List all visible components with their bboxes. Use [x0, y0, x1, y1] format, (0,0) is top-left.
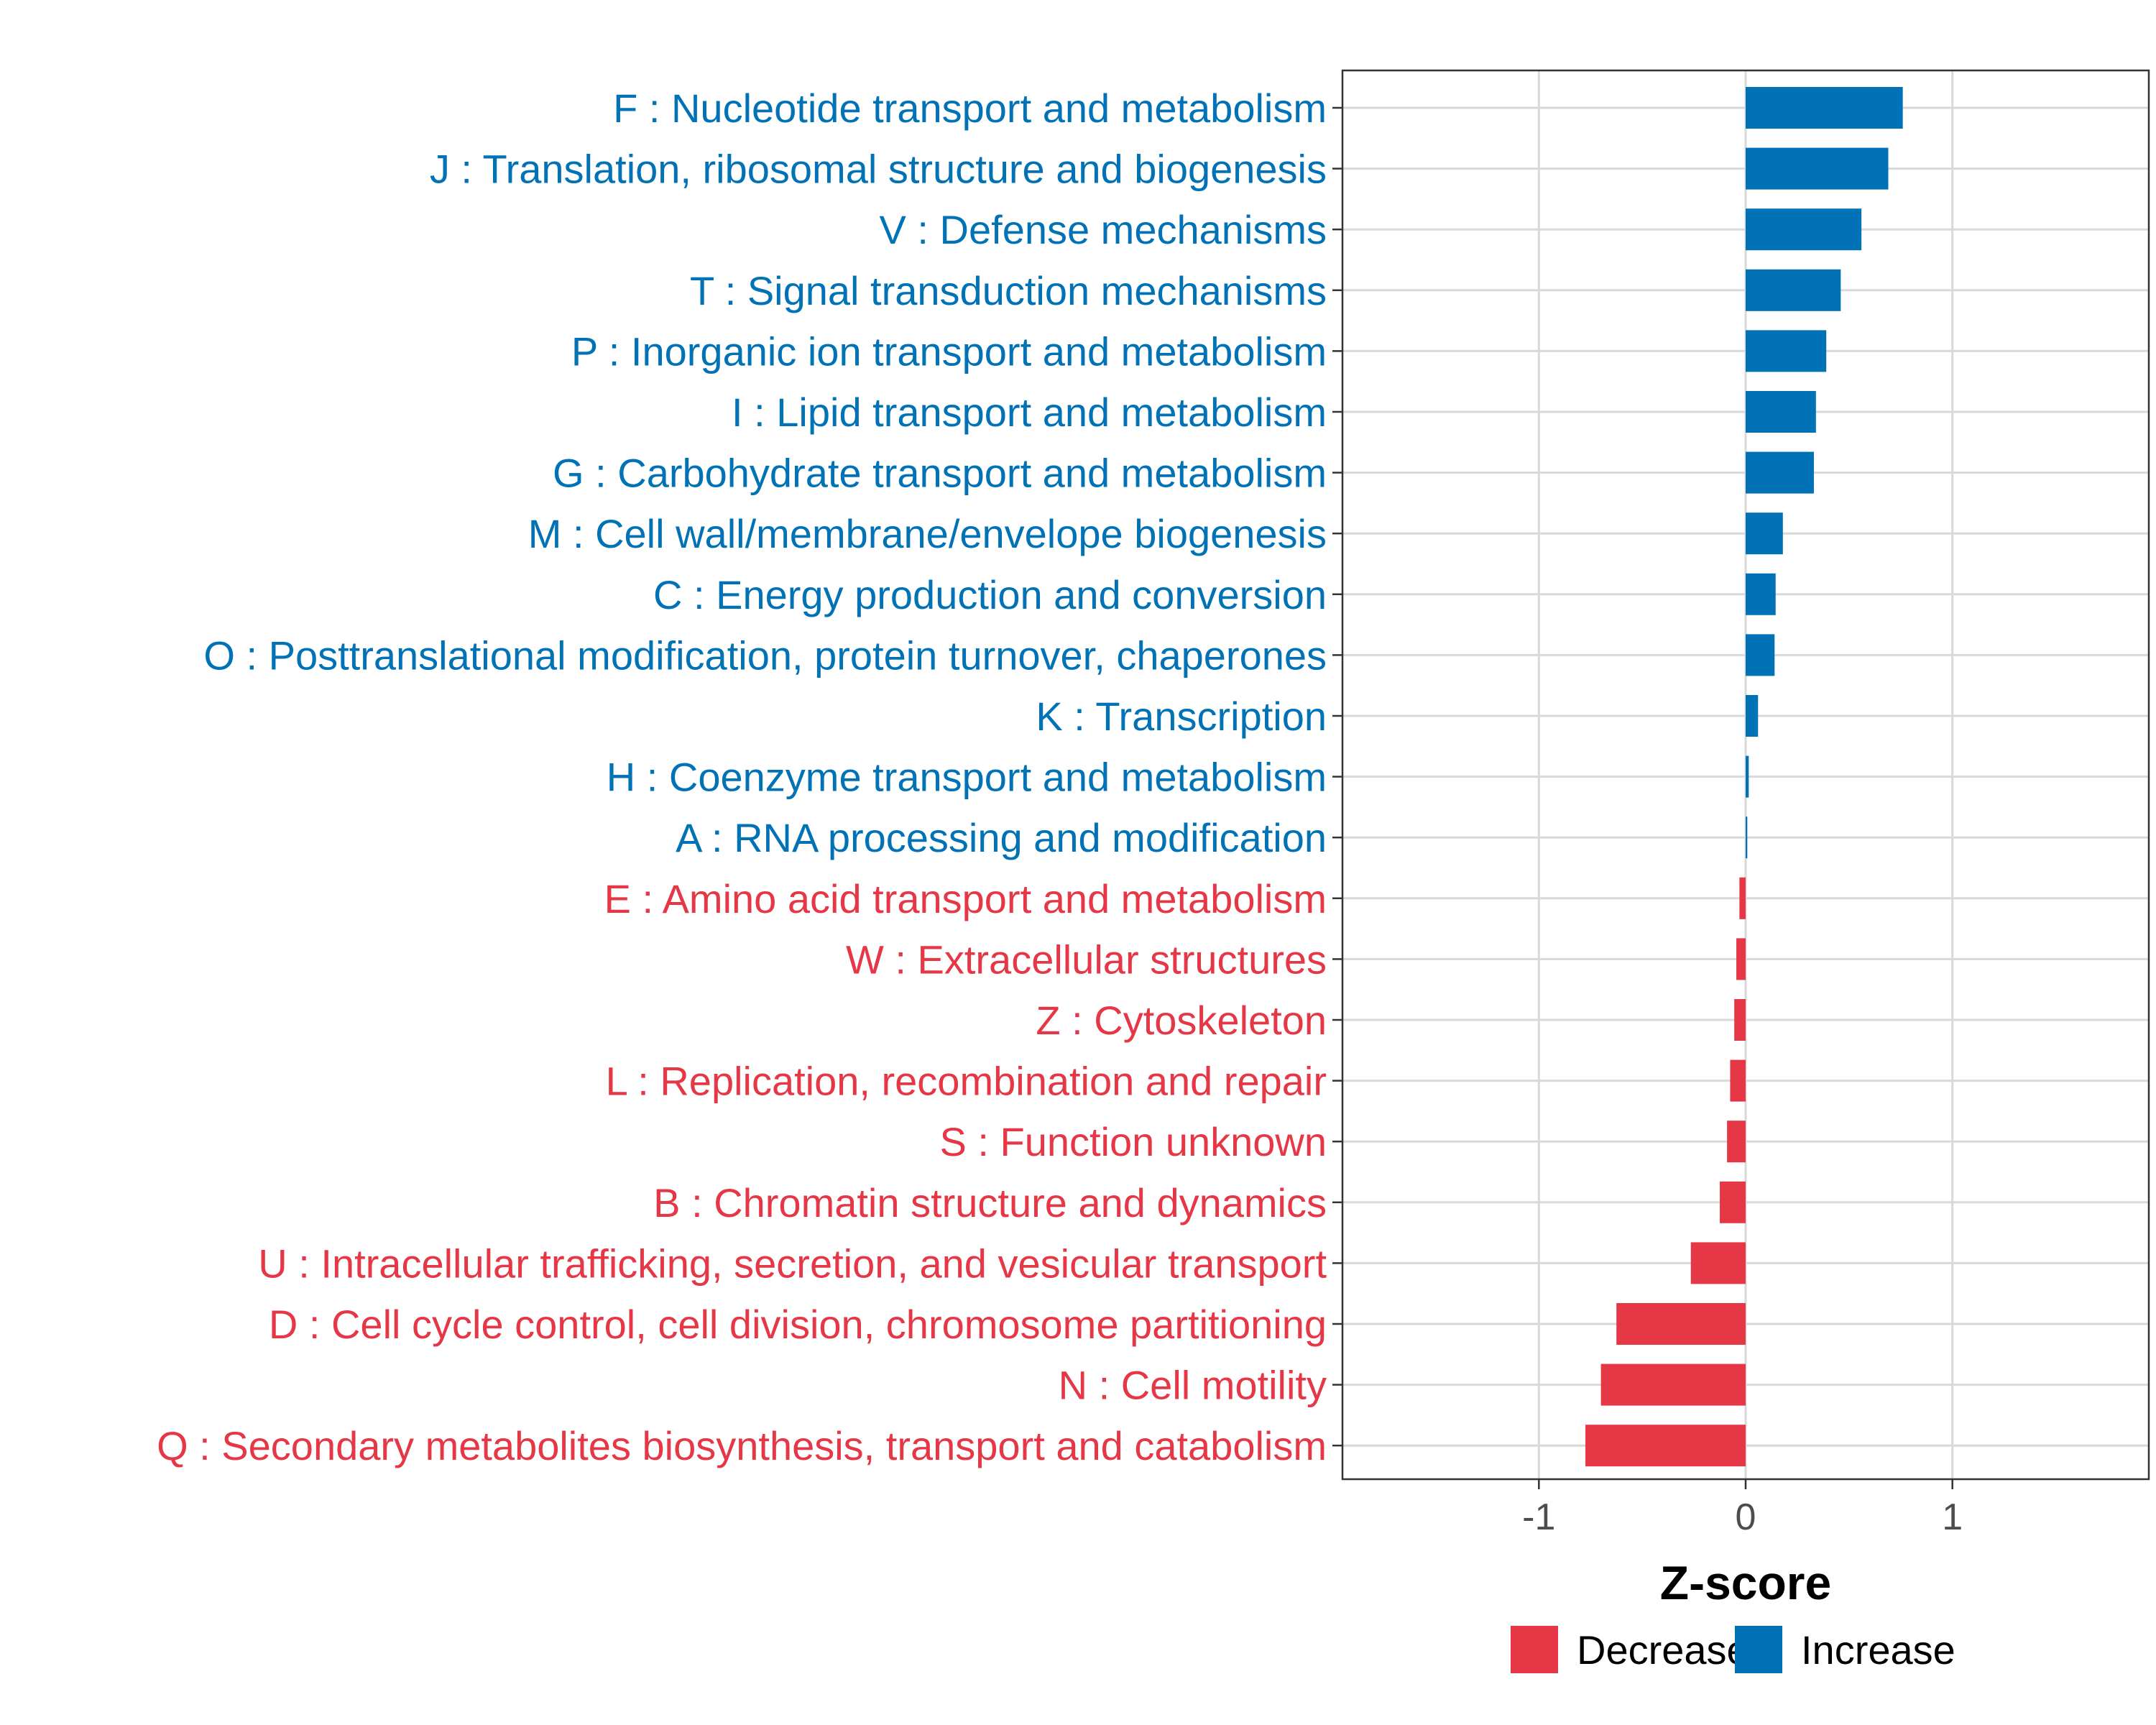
z-score-bar-chart: F : Nucleotide transport and metabolism J… [0, 0, 2156, 1725]
bar-decrease [1601, 1364, 1746, 1406]
category-label: B : Chromatin structure and dynamics [653, 1180, 1327, 1225]
bar-decrease [1691, 1242, 1746, 1284]
bar-increase [1746, 756, 1749, 798]
category-label: N : Cell motility [1059, 1363, 1327, 1408]
category-label: A : RNA processing and modification [676, 815, 1327, 860]
category-label: E : Amino acid transport and metabolism [604, 876, 1327, 921]
category-label: C : Energy production and conversion [653, 572, 1327, 617]
category-label: F : Nucleotide transport and metabolism [613, 86, 1327, 131]
category-label: S : Function unknown [939, 1119, 1327, 1164]
bar-increase [1746, 208, 1861, 250]
category-label: I : Lipid transport and metabolism [732, 390, 1327, 435]
x-tick-label: -1 [1522, 1496, 1555, 1538]
category-label: K : Transcription [1036, 694, 1327, 739]
category-label: U : Intracellular trafficking, secretion… [258, 1241, 1327, 1286]
bar-increase [1746, 148, 1889, 190]
category-labels: F : Nucleotide transport and metabolism J… [157, 86, 1327, 1468]
category-label: T : Signal transduction mechanisms [690, 268, 1327, 313]
bar-decrease [1734, 999, 1746, 1041]
category-label: J : Translation, ribosomal structure and… [430, 147, 1327, 192]
legend-swatch-increase [1735, 1626, 1782, 1673]
legend-label-decrease: Decrease [1577, 1627, 1749, 1673]
bar-decrease [1739, 878, 1746, 919]
bar-increase [1746, 452, 1814, 494]
bar-decrease [1727, 1121, 1746, 1162]
legend: Decrease Increase [1511, 1626, 1955, 1673]
bar-increase [1746, 634, 1774, 676]
bar-increase [1746, 391, 1816, 433]
category-label: M : Cell wall/membrane/envelope biogenes… [528, 511, 1327, 556]
category-label: V : Defense mechanisms [880, 207, 1327, 252]
bar-increase [1746, 574, 1776, 615]
x-tick-label: 1 [1942, 1496, 1963, 1538]
bar-decrease [1585, 1425, 1746, 1466]
category-label: Q : Secondary metabolites biosynthesis, … [157, 1423, 1327, 1468]
bar-decrease [1736, 938, 1746, 980]
category-label: L : Replication, recombination and repai… [606, 1059, 1327, 1104]
bar-increase [1746, 87, 1903, 129]
x-axis-title: Z-score [1660, 1556, 1831, 1609]
legend-swatch-decrease [1511, 1626, 1558, 1673]
bar-increase [1746, 816, 1747, 858]
category-label: G : Carbohydrate transport and metabolis… [553, 451, 1327, 496]
legend-label-increase: Increase [1801, 1627, 1955, 1673]
bar-increase [1746, 330, 1826, 372]
bar-decrease [1730, 1060, 1746, 1102]
category-label: P : Inorganic ion transport and metaboli… [571, 328, 1327, 374]
x-tick-label: 0 [1736, 1496, 1756, 1538]
category-label: W : Extracellular structures [846, 937, 1327, 982]
category-label: H : Coenzyme transport and metabolism [607, 755, 1327, 800]
bar-decrease [1720, 1182, 1746, 1223]
category-label: D : Cell cycle control, cell division, c… [269, 1302, 1327, 1347]
bar-increase [1746, 270, 1841, 311]
bar-increase [1746, 512, 1783, 554]
bar-increase [1746, 695, 1758, 737]
bar-decrease [1616, 1303, 1746, 1345]
category-label: O : Posttranslational modification, prot… [203, 632, 1327, 678]
category-label: Z : Cytoskeleton [1036, 998, 1327, 1043]
